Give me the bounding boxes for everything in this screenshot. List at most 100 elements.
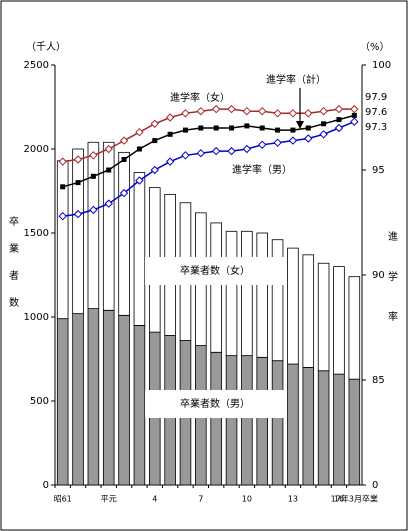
y-tick-label: 2500	[24, 60, 49, 71]
series-label: 進学率（計）	[266, 73, 326, 86]
bar	[118, 314, 130, 486]
x-tick-label: 平元	[101, 495, 117, 504]
marker	[104, 199, 113, 208]
y2-tick-label: 90	[372, 270, 385, 281]
bar	[302, 254, 315, 368]
x-tick-label: 17年3月卒業	[331, 494, 378, 504]
marker	[60, 184, 66, 190]
bar	[210, 222, 222, 353]
marker	[258, 106, 267, 116]
bar	[348, 378, 361, 486]
y-axis-title: 卒	[9, 215, 19, 228]
marker	[334, 104, 344, 114]
y-tick-label: 0	[43, 480, 49, 491]
marker	[58, 157, 67, 166]
bar	[317, 370, 330, 486]
marker	[89, 151, 98, 160]
marker	[121, 157, 127, 162]
marker	[196, 148, 206, 158]
bar	[241, 230, 253, 357]
marker	[211, 146, 221, 156]
marker	[198, 125, 204, 131]
marker	[336, 117, 342, 123]
x-tick-label: 7	[198, 495, 203, 504]
y2-tick-label: 0	[372, 480, 378, 491]
series-label: 進学率（男）	[232, 163, 292, 176]
x-tick-label: 4	[152, 495, 157, 504]
marker	[73, 155, 83, 164]
y2-tick-label: 100	[372, 60, 391, 71]
marker	[150, 119, 159, 129]
marker	[242, 106, 252, 116]
y2-axis-title: 学	[388, 270, 398, 283]
bar	[287, 247, 299, 365]
bar	[118, 151, 130, 316]
marker	[152, 138, 158, 144]
bar	[333, 266, 345, 375]
marker	[119, 188, 129, 198]
y-axis-title: 者	[9, 270, 19, 282]
marker	[211, 104, 221, 114]
marker	[150, 165, 159, 175]
marker	[181, 151, 190, 160]
marker	[89, 205, 98, 215]
bar	[87, 308, 100, 486]
arrow-head	[296, 121, 304, 129]
marker	[288, 136, 298, 145]
marker	[244, 123, 250, 129]
marker	[273, 109, 282, 118]
marker	[135, 176, 144, 185]
marker	[304, 109, 313, 118]
bar	[133, 172, 146, 326]
marker	[58, 211, 67, 221]
bar	[317, 262, 330, 372]
y2-tick-label: 95	[372, 165, 385, 176]
x-tick-label: 13	[288, 495, 298, 504]
label-box	[145, 257, 285, 285]
marker	[258, 140, 267, 150]
bar	[225, 355, 238, 486]
series-label: 卒業者数（男）	[180, 397, 250, 410]
marker	[181, 109, 190, 118]
bar	[302, 366, 315, 486]
series-label: 卒業者数（女）	[180, 264, 250, 277]
y-axis-title: 業	[9, 242, 19, 255]
y-unit: （千人）	[26, 41, 66, 53]
marker	[275, 127, 281, 133]
marker	[304, 134, 313, 143]
bar	[72, 148, 84, 315]
marker	[90, 173, 96, 179]
y-axis-title: 数	[9, 296, 19, 309]
marker	[106, 167, 112, 173]
bar	[225, 230, 238, 357]
bar	[271, 360, 284, 486]
marker	[273, 138, 282, 147]
marker	[136, 146, 142, 152]
bar	[256, 232, 268, 358]
y2-unit: （%）	[360, 41, 390, 53]
marker	[351, 112, 357, 118]
bar	[102, 141, 115, 311]
bar	[210, 351, 222, 486]
end-value-label: 97.9	[365, 92, 387, 103]
bar	[72, 313, 84, 486]
marker	[319, 106, 328, 116]
marker	[167, 131, 173, 137]
y2-axis-title: 進	[388, 231, 398, 243]
series-label: 進学率（女）	[170, 91, 230, 104]
marker	[182, 127, 188, 133]
marker	[75, 180, 81, 186]
y2-tick-label: 85	[372, 375, 385, 386]
bar	[333, 373, 345, 486]
marker	[165, 157, 175, 166]
x-tick-label: 昭61	[54, 495, 72, 504]
bar	[102, 309, 115, 486]
marker	[227, 104, 236, 114]
rate-line	[62, 114, 355, 188]
y-tick-label: 1500	[24, 228, 49, 239]
label-box	[145, 390, 285, 418]
marker	[290, 127, 296, 133]
bar	[348, 276, 361, 380]
marker	[196, 106, 206, 116]
